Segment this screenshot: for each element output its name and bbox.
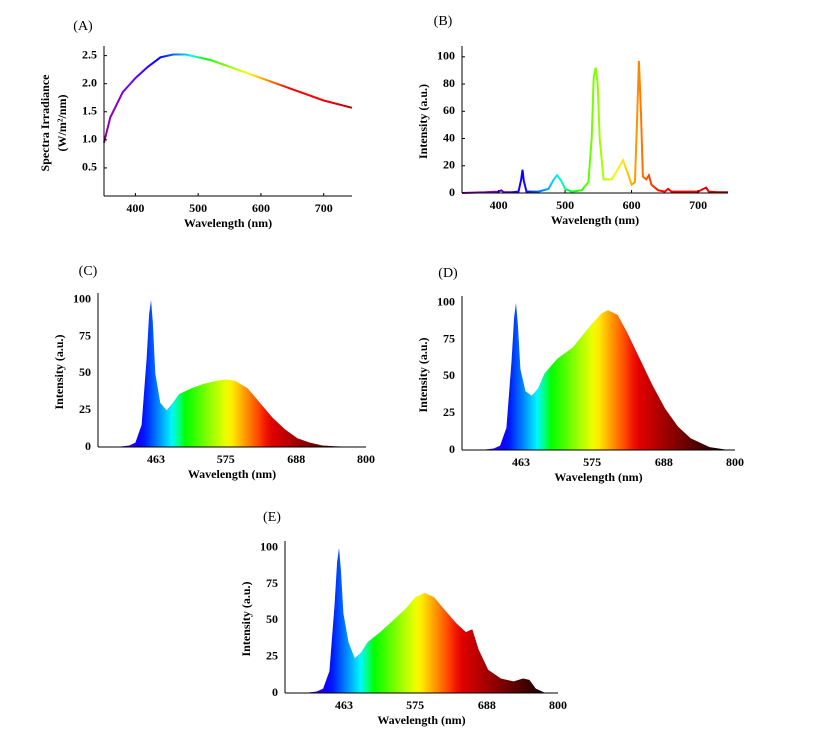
- panel-label: (A): [73, 19, 93, 34]
- y-tick-label: 0: [85, 439, 91, 453]
- y-tick-label: 1.5: [82, 104, 97, 118]
- panel-label: (C): [79, 264, 98, 279]
- spectrum-area: [481, 302, 729, 450]
- y-tick-label: 20: [443, 158, 455, 172]
- y-axis-label: Spectra Irradiance: [38, 74, 52, 172]
- y-tick-label: 2.5: [82, 47, 97, 61]
- y-tick-label: 1.0: [82, 132, 97, 146]
- x-tick-label: 400: [126, 201, 144, 215]
- y-tick-label: 25: [443, 405, 455, 419]
- x-tick-label: 700: [315, 201, 333, 215]
- y-tick-label: 100: [260, 540, 278, 554]
- panel: (D) 0 25 50 75 100 463 575 688 800 Wavelength (nm)…: [416, 266, 744, 484]
- y-tick-label: 75: [443, 331, 455, 345]
- spectrum-area: [304, 547, 546, 693]
- y-tick-label: 25: [79, 402, 91, 416]
- panel: (C) 0 25 50 75 100 463 575 688 800 Wavelength (nm)…: [52, 264, 375, 481]
- x-tick-label: 688: [478, 698, 496, 712]
- x-tick-label: 575: [217, 452, 235, 466]
- y-tick-label: 40: [443, 130, 455, 144]
- x-tick-label: 575: [406, 698, 424, 712]
- panel: (A) 0.5 1.0 1.5 2.0 2.5 400 500 600 700 Wavelength…: [38, 19, 353, 230]
- y-tick-label: 2.0: [82, 75, 97, 89]
- x-axis-label: Wavelength (nm): [551, 213, 639, 227]
- x-axis-label: Wavelength (nm): [184, 216, 272, 230]
- spectrum-line: [103, 53, 353, 143]
- y-tick-label: 50: [443, 368, 455, 382]
- x-axis-label: Wavelength (nm): [554, 470, 642, 484]
- x-axis-label: Wavelength (nm): [188, 467, 276, 481]
- y-tick-label: 60: [443, 103, 455, 117]
- panel-label: (B): [434, 14, 453, 29]
- y-tick-label: 100: [437, 49, 455, 63]
- x-tick-label: 688: [287, 452, 305, 466]
- x-tick-label: 800: [726, 455, 744, 469]
- y-tick-label: 50: [79, 365, 91, 379]
- y-axis-label: Intensity (a.u.): [416, 337, 430, 412]
- x-tick-label: 500: [556, 198, 574, 212]
- spectrum-line: [461, 60, 728, 194]
- x-tick-label: 575: [583, 455, 601, 469]
- y-tick-label: 0: [272, 685, 278, 699]
- y-tick-label: 50: [266, 612, 278, 626]
- y-tick-label: 75: [266, 576, 278, 590]
- y-axis-label: Intensity (a.u.): [52, 334, 66, 409]
- y-tick-label: 80: [443, 76, 455, 90]
- x-tick-label: 600: [623, 198, 641, 212]
- y-tick-label: 25: [266, 648, 278, 662]
- x-tick-label: 800: [357, 452, 375, 466]
- x-tick-label: 463: [512, 455, 530, 469]
- x-tick-label: 463: [147, 452, 165, 466]
- y-axis-label: Intensity (a.u.): [416, 84, 430, 159]
- x-tick-label: 700: [689, 198, 707, 212]
- x-tick-label: 463: [335, 698, 353, 712]
- y-tick-label: 100: [73, 292, 91, 306]
- x-tick-label: 688: [655, 455, 673, 469]
- panel-label: (D): [438, 266, 458, 281]
- x-tick-label: 800: [549, 698, 567, 712]
- y-axis-label: (W/m²/nm): [55, 95, 69, 152]
- y-tick-label: 0: [449, 442, 455, 456]
- y-tick-label: 0: [449, 185, 455, 199]
- x-axis-label: Wavelength (nm): [377, 713, 465, 727]
- panel-label: (E): [263, 510, 281, 525]
- x-tick-label: 500: [189, 201, 207, 215]
- y-tick-label: 75: [79, 328, 91, 342]
- y-tick-label: 100: [437, 295, 455, 309]
- panel: (E) 0 25 50 75 100 463 575 688 800 Wavelength (nm)…: [239, 510, 567, 727]
- spectrum-area: [116, 299, 354, 447]
- x-tick-label: 400: [490, 198, 508, 212]
- x-tick-label: 600: [252, 201, 270, 215]
- panel: (B) 0 20 40 60 80 100 400 500 600 700 Wavelength (n…: [416, 14, 728, 227]
- y-axis-label: Intensity (a.u.): [239, 581, 253, 656]
- y-tick-label: 0.5: [82, 160, 97, 174]
